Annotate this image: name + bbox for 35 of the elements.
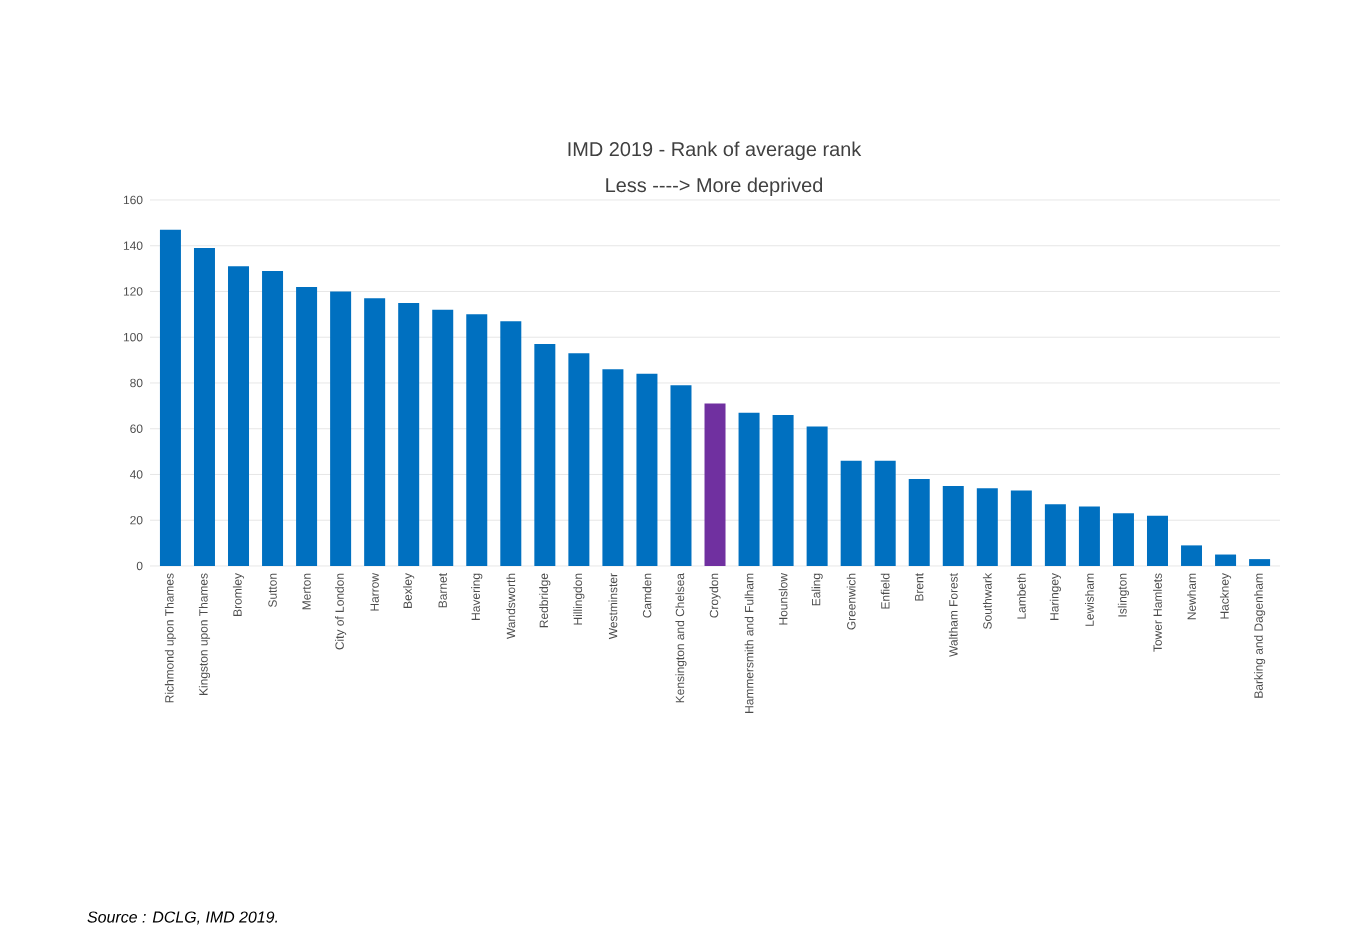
bar — [942, 485, 964, 566]
bar — [1215, 554, 1237, 566]
chart-title: IMD 2019 - Rank of average rank — [568, 141, 862, 161]
bar — [1044, 504, 1066, 566]
bar — [228, 266, 250, 566]
bar — [908, 479, 930, 566]
bar — [1112, 513, 1134, 566]
bar — [1146, 515, 1168, 566]
bar — [976, 488, 998, 566]
bar — [874, 460, 896, 566]
bar — [1078, 506, 1100, 566]
bar — [330, 291, 352, 566]
bar — [1010, 490, 1032, 566]
bar — [193, 248, 215, 566]
bar — [840, 460, 862, 566]
bar — [636, 373, 658, 566]
bar — [704, 403, 726, 566]
bar — [602, 369, 624, 566]
bar — [806, 426, 828, 566]
bar — [500, 321, 522, 566]
bar — [1181, 545, 1203, 566]
bar — [398, 302, 420, 566]
bar — [159, 229, 181, 566]
chart-subtitle: Less ----> More deprived — [606, 177, 823, 197]
bar — [670, 385, 692, 566]
bar — [568, 353, 590, 566]
bar — [1249, 559, 1271, 566]
bar — [364, 298, 386, 566]
bar — [772, 415, 794, 566]
bar — [432, 309, 454, 566]
bar — [262, 270, 284, 566]
bar — [534, 344, 556, 566]
bar — [296, 286, 318, 566]
bar — [738, 412, 760, 566]
bar — [466, 314, 488, 566]
